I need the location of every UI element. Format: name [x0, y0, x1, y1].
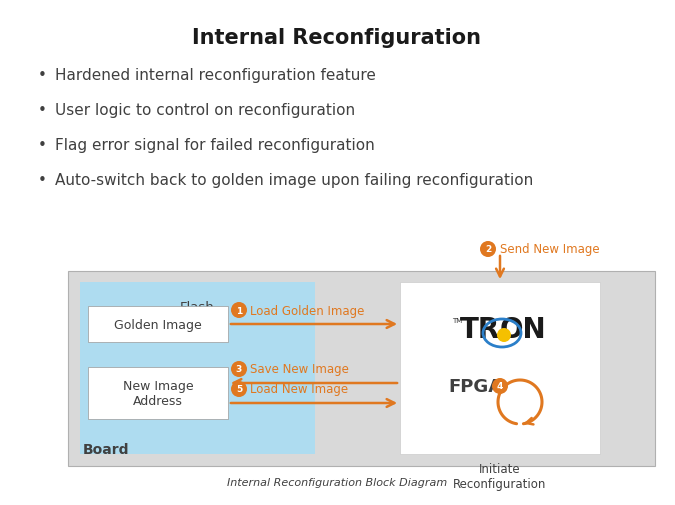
Text: ON: ON: [500, 316, 547, 343]
Text: •: •: [38, 103, 47, 118]
Text: Hardened internal reconfiguration feature: Hardened internal reconfiguration featur…: [55, 68, 376, 83]
Text: Load New Image: Load New Image: [250, 383, 348, 396]
Text: 1: 1: [236, 306, 242, 315]
Text: Save New Image: Save New Image: [250, 363, 349, 376]
Text: TR: TR: [460, 316, 500, 343]
Circle shape: [480, 241, 496, 258]
Text: Load Golden Image: Load Golden Image: [250, 304, 364, 317]
Circle shape: [231, 302, 247, 318]
Text: Auto-switch back to golden image upon failing reconfiguration: Auto-switch back to golden image upon fa…: [55, 173, 533, 188]
Circle shape: [231, 381, 247, 397]
Text: •: •: [38, 68, 47, 83]
Text: New Image
Address: New Image Address: [123, 379, 193, 407]
Text: Golden Image: Golden Image: [114, 318, 202, 331]
Text: Send New Image: Send New Image: [500, 243, 599, 256]
Text: •: •: [38, 173, 47, 188]
Circle shape: [497, 328, 511, 342]
Circle shape: [231, 361, 247, 377]
Bar: [88, 367, 228, 419]
Text: Flash: Flash: [180, 300, 215, 314]
Bar: [88, 307, 228, 342]
Text: User logic to control on reconfiguration: User logic to control on reconfiguration: [55, 103, 355, 118]
Text: Internal Reconfiguration: Internal Reconfiguration: [192, 28, 481, 48]
Text: 5: 5: [236, 385, 242, 394]
Text: Board: Board: [83, 442, 130, 456]
Text: Initiate
Reconfiguration: Initiate Reconfiguration: [454, 462, 547, 490]
Text: FPGA: FPGA: [448, 377, 502, 395]
Bar: [80, 282, 315, 454]
Bar: [68, 272, 655, 466]
Text: •: •: [38, 138, 47, 153]
Bar: [400, 282, 600, 454]
Text: TM: TM: [452, 317, 462, 323]
Text: 3: 3: [236, 365, 242, 374]
Text: Flag error signal for failed reconfiguration: Flag error signal for failed reconfigura…: [55, 138, 375, 153]
Circle shape: [492, 378, 508, 394]
Text: 4: 4: [497, 382, 503, 391]
Text: Internal Reconfiguration Block Diagram: Internal Reconfiguration Block Diagram: [227, 477, 447, 487]
Text: 2: 2: [485, 245, 491, 254]
